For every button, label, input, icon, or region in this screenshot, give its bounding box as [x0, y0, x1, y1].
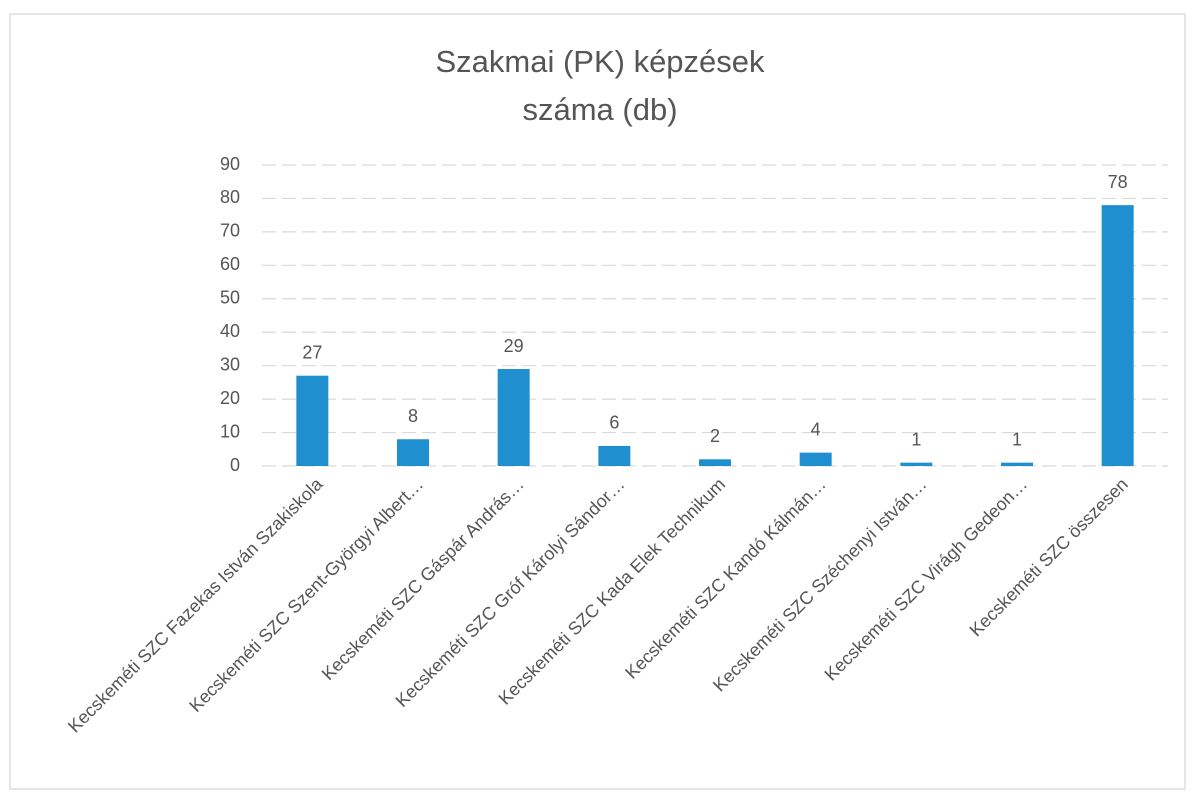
y-tick-label: 70 — [220, 221, 240, 241]
y-tick-label: 20 — [220, 388, 240, 408]
bar — [598, 445, 631, 466]
value-label: 29 — [504, 336, 524, 356]
x-tick-label: Kecskeméti SZC Virágh Gedeon… — [821, 474, 1032, 685]
value-label: 2 — [710, 426, 720, 446]
y-tick-label: 80 — [220, 187, 240, 207]
value-label: 1 — [1012, 429, 1022, 449]
x-tick-label: Kecskeméti SZC összesen — [966, 474, 1132, 640]
x-tick-label: Kecskeméti SZC Gáspár András… — [318, 474, 528, 684]
bar — [296, 375, 329, 466]
bar — [900, 462, 933, 466]
y-tick-label: 90 — [220, 154, 240, 174]
bar — [397, 439, 429, 466]
chart-title: Szakmai (PK) képzések száma (db) — [435, 44, 765, 127]
y-tick-label: 30 — [220, 354, 240, 374]
x-tick-label: Kecskeméti SZC Széchenyi István… — [709, 474, 930, 695]
value-label: 1 — [911, 429, 921, 449]
bar — [1101, 205, 1134, 466]
x-tick-label: Kecskeméti SZC Kandó Kálmán… — [621, 474, 830, 683]
y-tick-label: 50 — [220, 288, 240, 308]
y-tick-label: 40 — [220, 321, 240, 341]
value-label: 4 — [811, 419, 821, 439]
chart-border — [9, 13, 1186, 790]
value-label: 6 — [609, 413, 619, 433]
value-label: 27 — [302, 342, 322, 362]
x-tick-label: Kecskeméti SZC Kada Elek Technikum — [495, 474, 730, 709]
x-tick-label: Kecskeméti SZC Gróf Károlyi Sándor… — [392, 474, 629, 711]
bar — [1001, 462, 1033, 466]
value-label: 8 — [408, 406, 418, 426]
y-tick-label: 0 — [230, 455, 240, 475]
value-label: 78 — [1108, 172, 1128, 192]
bar — [699, 459, 731, 466]
bar — [497, 369, 530, 466]
x-tick-label: Kecskeméti SZC Szent-Györgyi Albert… — [185, 474, 427, 716]
bar — [799, 452, 832, 466]
y-tick-label: 10 — [220, 421, 240, 441]
y-tick-label: 60 — [220, 254, 240, 274]
